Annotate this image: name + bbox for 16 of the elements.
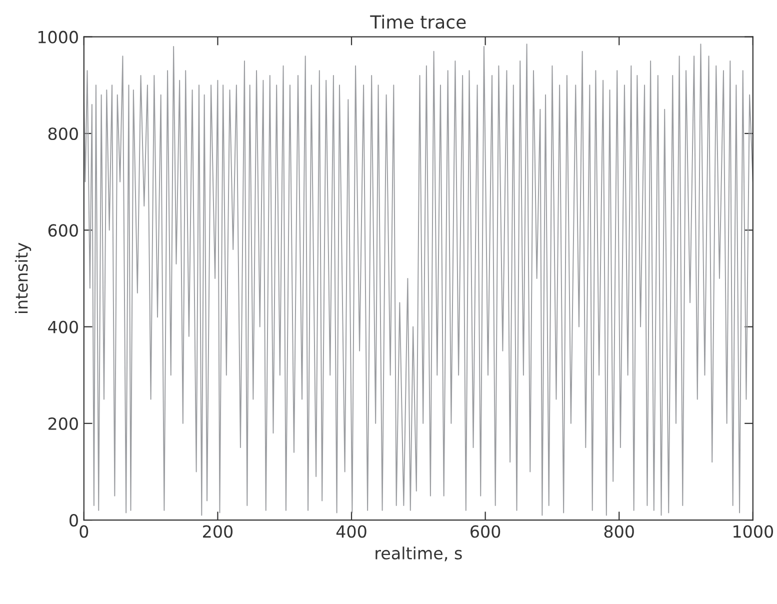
y-tick-label: 400 (48, 320, 78, 334)
x-tick-label: 400 (336, 525, 366, 538)
x-tick-label: 600 (470, 525, 500, 538)
x-tick-label: 1000 (734, 525, 774, 538)
y-tick-label: 200 (48, 417, 78, 430)
x-tick-label: 0 (80, 525, 88, 538)
x-axis-title: realtime, s (376, 546, 462, 562)
y-tick-label: 1000 (38, 30, 78, 44)
y-tick-label: 600 (48, 224, 78, 237)
y-tick-label: 0 (70, 514, 78, 527)
line-series (84, 44, 753, 516)
x-tick-label: 800 (604, 525, 634, 538)
chart-title: Time trace (370, 14, 466, 29)
y-axis-title: intensity (14, 242, 32, 313)
x-tick-label: 200 (203, 525, 233, 538)
y-tick-label: 800 (48, 127, 78, 140)
